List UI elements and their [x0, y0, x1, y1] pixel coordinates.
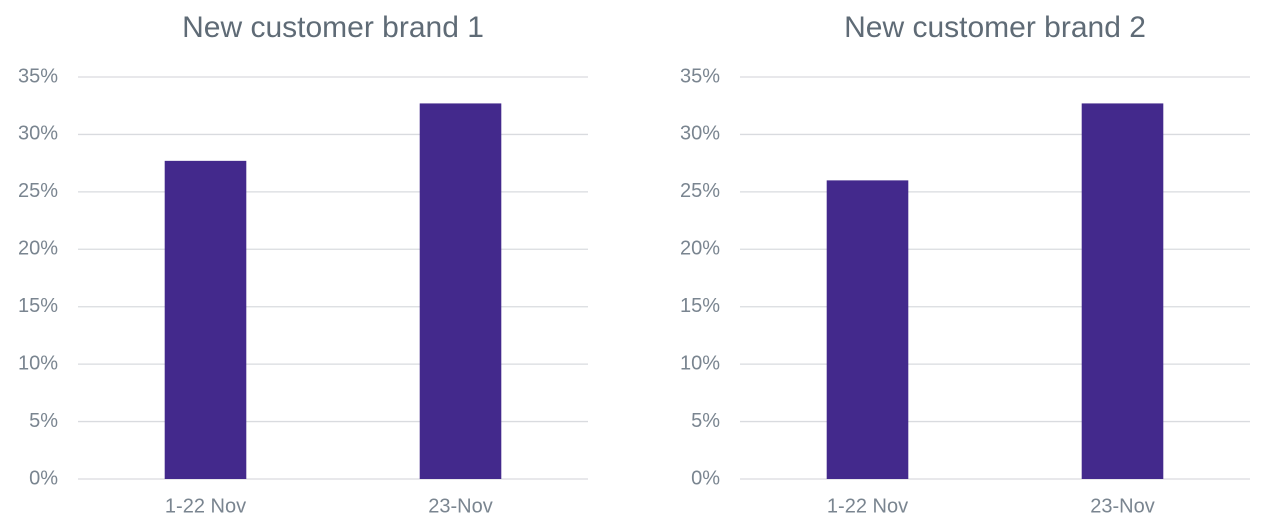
y-tick-label: 35% [18, 65, 58, 87]
y-tick-label: 15% [18, 295, 58, 317]
y-tick-label: 35% [680, 65, 720, 87]
y-tick-label: 10% [680, 352, 720, 374]
y-tick-label: 25% [680, 180, 720, 202]
y-tick-label: 5% [691, 410, 720, 432]
x-tick-label: 1-22 Nov [827, 495, 908, 517]
y-tick-label: 30% [680, 123, 720, 145]
y-tick-label: 15% [680, 295, 720, 317]
bar [419, 103, 502, 479]
y-tick-label: 0% [691, 467, 720, 489]
y-tick-label: 10% [18, 352, 58, 374]
x-tick-label: 1-22 Nov [165, 495, 246, 517]
bar [164, 160, 247, 480]
y-tick-label: 20% [680, 238, 720, 260]
chart-title: New customer brand 1 [182, 11, 484, 44]
bar [826, 180, 909, 479]
x-tick-label: 23-Nov [1090, 495, 1154, 517]
y-tick-label: 30% [18, 123, 58, 145]
y-tick-label: 25% [18, 180, 58, 202]
y-tick-label: 0% [29, 467, 58, 489]
bar [1081, 103, 1164, 479]
y-tick-label: 5% [29, 410, 58, 432]
y-tick-label: 20% [18, 238, 58, 260]
chart-title: New customer brand 2 [844, 11, 1146, 44]
x-tick-label: 23-Nov [428, 495, 492, 517]
